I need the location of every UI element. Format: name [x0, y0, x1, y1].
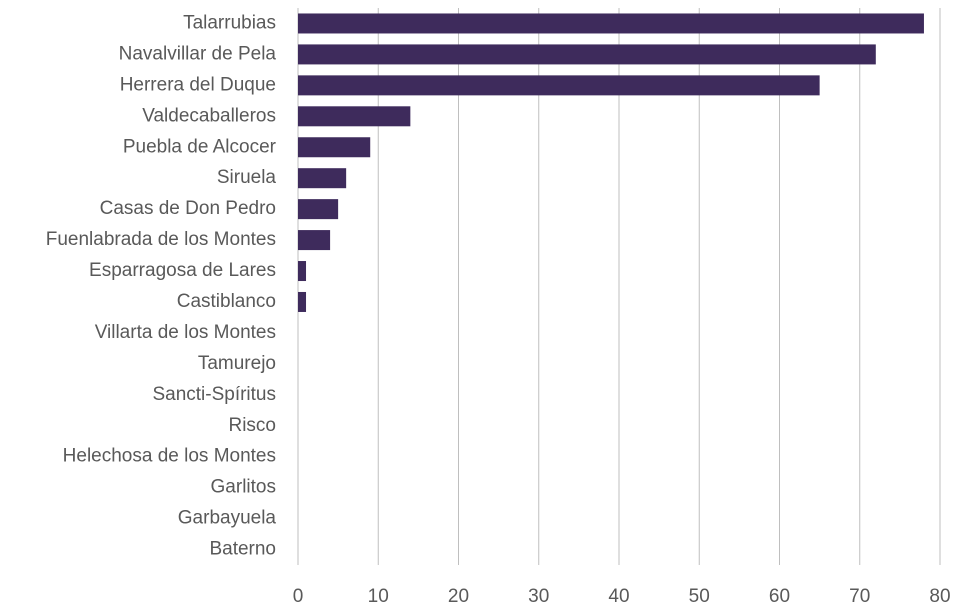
y-tick-label: Valdecaballeros: [142, 105, 276, 126]
bar: [298, 291, 307, 312]
x-tick-label: 80: [929, 586, 950, 607]
x-tick-label: 10: [368, 586, 389, 607]
x-tick-label: 20: [448, 586, 469, 607]
y-tick-label: Sancti-Spíritus: [152, 384, 276, 405]
bar: [298, 13, 924, 34]
y-tick-label: Garbayuela: [178, 508, 277, 529]
y-tick-label: Villarta de los Montes: [95, 322, 276, 343]
y-tick-label: Talarrubias: [183, 12, 276, 33]
y-tick-label: Risco: [228, 415, 276, 436]
y-tick-label: Casas de Don Pedro: [100, 198, 276, 219]
y-tick-label: Herrera del Duque: [120, 74, 276, 95]
bar: [298, 230, 331, 251]
x-tick-label: 0: [293, 586, 304, 607]
x-tick-label: 70: [849, 586, 870, 607]
bar: [298, 44, 876, 65]
bar: [298, 168, 347, 189]
y-tick-label: Baterno: [209, 539, 276, 560]
bar: [298, 106, 411, 127]
x-tick-label: 30: [528, 586, 549, 607]
y-tick-label: Tamurejo: [198, 353, 276, 374]
y-tick-label: Fuenlabrada de los Montes: [46, 229, 276, 250]
y-tick-label: Puebla de Alcocer: [123, 136, 277, 157]
bar: [298, 199, 339, 220]
y-tick-label: Navalvillar de Pela: [119, 43, 277, 64]
y-tick-label: Esparragosa de Lares: [89, 260, 276, 281]
y-tick-label: Siruela: [217, 167, 277, 188]
bar: [298, 75, 820, 96]
x-tick-label: 50: [689, 586, 710, 607]
x-tick-label: 60: [769, 586, 790, 607]
bar: [298, 261, 307, 282]
x-tick-label: 40: [608, 586, 629, 607]
y-tick-label: Garlitos: [211, 477, 276, 498]
bar: [298, 137, 371, 158]
y-tick-label: Castiblanco: [177, 291, 276, 312]
y-tick-label: Helechosa de los Montes: [63, 446, 276, 467]
